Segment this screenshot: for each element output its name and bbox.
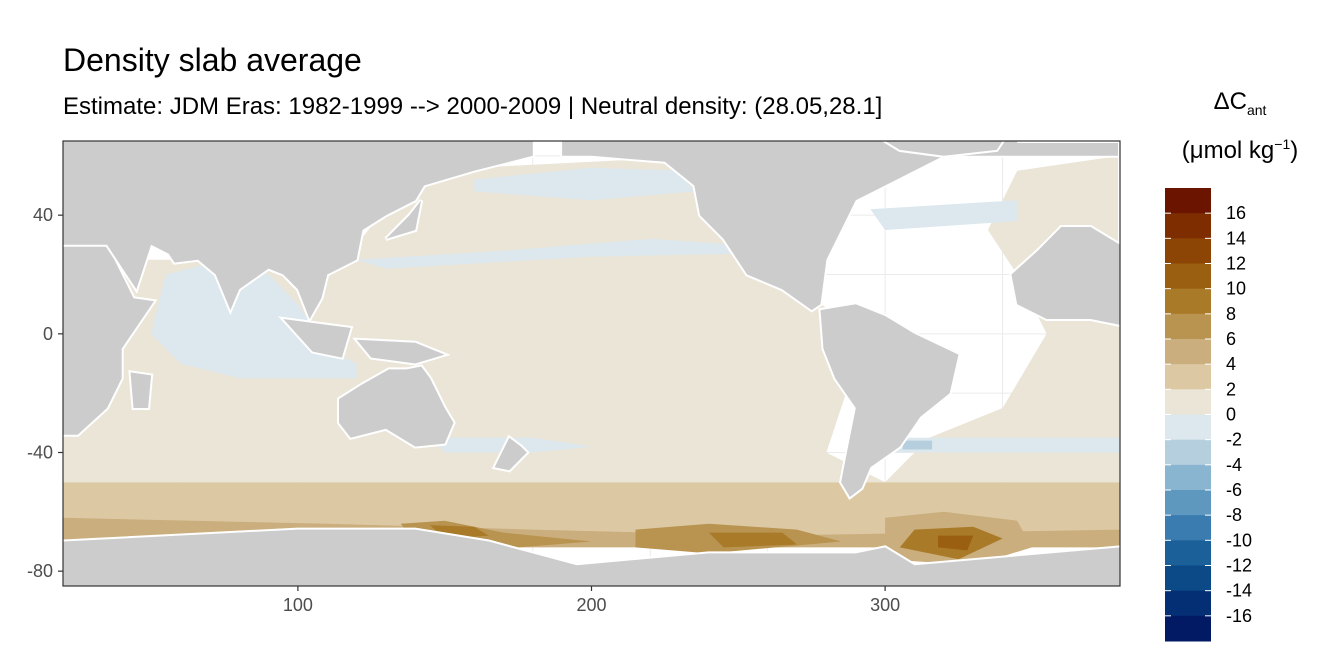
chart-title: Density slab average	[63, 42, 362, 78]
legend-swatch	[1165, 313, 1211, 340]
legend-label: -14	[1226, 581, 1252, 601]
land-mass	[881, 141, 1005, 158]
legend-label: 8	[1226, 304, 1236, 324]
y-tick-label: -80	[27, 561, 53, 581]
legend-label: -12	[1226, 556, 1252, 576]
ocean-region	[474, 167, 695, 201]
legend-swatch	[1165, 263, 1211, 290]
land-mass	[1009, 141, 1120, 327]
legend-swatch	[1165, 364, 1211, 390]
land-masses	[63, 141, 1120, 586]
legend-label: -10	[1226, 530, 1252, 550]
ocean-region	[902, 440, 933, 450]
legend-colorbar: 16 14 12 10 8 6 4 2 0 -2 -4 -6 -8 -10 -12 -14 -16	[1165, 188, 1252, 642]
legend-swatch	[1165, 565, 1211, 592]
legend-label: -16	[1226, 606, 1252, 626]
land-mass	[128, 370, 154, 410]
land-mass	[63, 141, 535, 324]
legend-label: 12	[1226, 254, 1246, 274]
legend-label: 14	[1226, 228, 1246, 248]
legend-swatch	[1165, 238, 1211, 264]
legend-label: 6	[1226, 329, 1236, 349]
land-mass	[63, 242, 158, 437]
legend-swatch	[1165, 213, 1211, 239]
x-tick-label: 200	[576, 595, 606, 615]
legend-swatch	[1165, 439, 1211, 466]
legend-swatch	[1165, 490, 1211, 516]
land-mass	[491, 434, 530, 473]
legend-swatch	[1165, 339, 1211, 365]
land-mass	[63, 527, 1120, 586]
legend-swatch	[1165, 188, 1211, 214]
legend-swatch	[1165, 389, 1211, 415]
legend-swatch	[1165, 464, 1211, 491]
legend-title: ΔCant	[1213, 88, 1267, 118]
legend-label: -4	[1226, 455, 1242, 475]
ocean-region	[63, 155, 1120, 483]
land-mass	[384, 199, 424, 241]
y-tick-label: -40	[27, 443, 53, 463]
legend-label: 16	[1226, 203, 1246, 223]
ocean-region	[151, 259, 357, 379]
land-mass	[337, 364, 456, 449]
legend-swatch	[1165, 615, 1211, 642]
legend-swatch	[1165, 288, 1211, 315]
legend-label: 10	[1226, 279, 1246, 299]
legend-swatch	[1165, 540, 1211, 566]
land-mass	[352, 337, 451, 366]
y-tick-label: 40	[33, 205, 53, 225]
legend-label: -2	[1226, 430, 1242, 450]
legend-label: -8	[1226, 505, 1242, 525]
land-mass	[818, 302, 961, 500]
legend-label: 0	[1226, 405, 1236, 425]
ocean-region	[356, 238, 739, 269]
legend-swatch	[1165, 515, 1211, 541]
legend-label: -6	[1226, 480, 1242, 500]
legend-label: 4	[1226, 354, 1236, 374]
legend-label: 2	[1226, 379, 1236, 399]
x-tick-label: 100	[283, 595, 313, 615]
chart-subtitle: Estimate: JDM Eras: 1982-1999 --> 2000-2…	[63, 93, 883, 120]
y-tick-label: 0	[43, 324, 53, 344]
ocean-region	[870, 200, 1018, 230]
legend-swatch	[1165, 414, 1211, 441]
ocean-region	[938, 535, 974, 551]
legend-swatch	[1165, 590, 1211, 617]
ocean-region	[708, 532, 797, 548]
land-mass	[278, 316, 354, 360]
x-tick-label: 300	[870, 595, 900, 615]
legend-unit: (μmol kg−1)	[1181, 136, 1299, 164]
